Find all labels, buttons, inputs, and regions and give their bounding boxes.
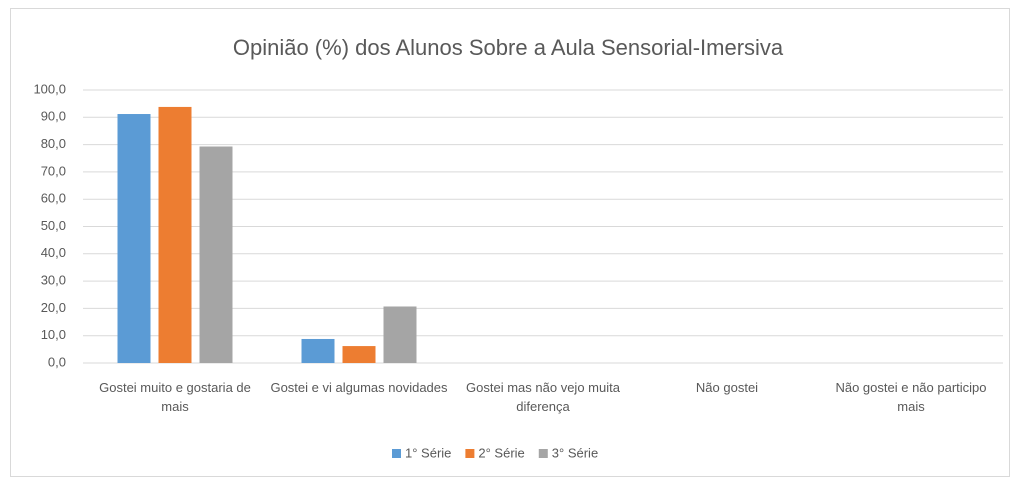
x-tick-label: Gostei e vi algumas novidades xyxy=(270,380,448,395)
bar xyxy=(117,114,151,363)
legend-swatch xyxy=(392,449,401,458)
legend-label: 3° Série xyxy=(552,445,598,460)
x-tick-label: Não gostei xyxy=(695,380,759,395)
bar xyxy=(158,106,192,364)
y-tick-label: 80,0 xyxy=(41,136,66,151)
x-tick-label: Não gostei e não participo mais xyxy=(835,380,987,414)
y-tick-label: 60,0 xyxy=(41,191,66,206)
y-tick-label: 50,0 xyxy=(41,218,66,233)
y-tick-label: 10,0 xyxy=(41,327,66,342)
y-tick-label: 30,0 xyxy=(41,273,66,288)
y-tick-label: 70,0 xyxy=(41,163,66,178)
y-tick-label: 0,0 xyxy=(48,354,66,369)
y-tick-label: 90,0 xyxy=(41,109,66,124)
legend-label: 2° Série xyxy=(478,445,524,460)
bar xyxy=(383,306,417,363)
x-tick-label: Gostei muito e gostaria de mais xyxy=(99,380,251,414)
legend-swatch xyxy=(538,449,548,458)
legend-swatch xyxy=(465,449,475,458)
bar xyxy=(199,146,233,363)
legend-label: 1° Série xyxy=(405,445,451,460)
x-tick-label: Gostei mas não vejo muita diferença xyxy=(466,380,620,414)
y-tick-label: 20,0 xyxy=(41,300,66,315)
bar xyxy=(301,338,335,363)
bar xyxy=(342,346,376,363)
y-tick-label: 40,0 xyxy=(41,245,66,260)
y-tick-label: 100,0 xyxy=(33,81,66,96)
chart-title: Opinião (%) dos Alunos Sobre a Aula Sens… xyxy=(233,35,784,60)
